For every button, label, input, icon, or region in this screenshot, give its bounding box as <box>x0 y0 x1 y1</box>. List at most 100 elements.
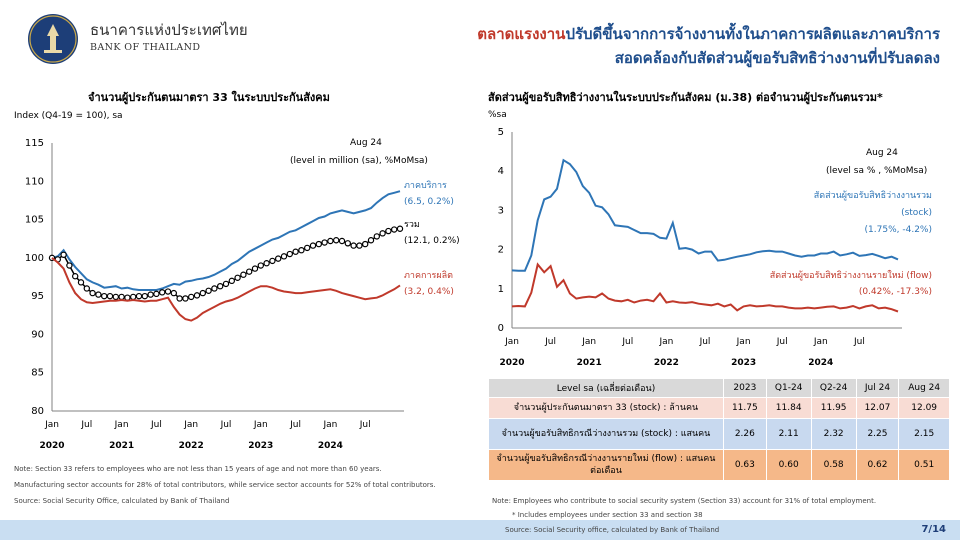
series-point <box>176 295 183 302</box>
series-point <box>118 293 125 301</box>
series-point <box>199 289 206 297</box>
series-point <box>350 242 357 249</box>
series-point <box>240 271 247 278</box>
series-point <box>344 240 351 247</box>
series-point <box>338 237 346 245</box>
x-tick-label: Jan <box>253 420 268 430</box>
left-annotation-date: Aug 24 <box>350 138 382 148</box>
x-year-label: 2023 <box>248 441 273 451</box>
series-point <box>379 230 386 237</box>
series-point <box>129 293 137 301</box>
series-point <box>362 240 369 248</box>
table-row: จำนวนผู้ขอรับสิทธิกรณีว่างงานรวม (stock)… <box>488 418 950 450</box>
table-header-cell: Level sa (เฉลี่ยต่อเดือน) <box>488 378 724 398</box>
series-point <box>211 285 218 292</box>
x-year-label: 2022 <box>179 441 204 451</box>
series-point <box>222 280 230 288</box>
x-year-label: 2024 <box>808 358 833 368</box>
series-point <box>77 279 85 286</box>
x-tick-label: Jan <box>581 337 596 347</box>
series-line-0 <box>51 190 401 291</box>
page-number: 7/14 <box>921 524 946 535</box>
right-chart: 0 1 2 3 4 5 Jan 2020 Jul Jan 2021 Jul Jan 2022 Jul Jan 2… <box>498 127 932 368</box>
y-tick-label: 1 <box>498 284 504 295</box>
x-tick-label: Jan <box>322 420 337 430</box>
series-point <box>367 237 375 244</box>
x-year-label: 2021 <box>109 441 134 451</box>
table-row-label: จำนวนผู้ขอรับสิทธิกรณีว่างงานรายใหม่ (fl… <box>488 449 724 481</box>
series-point <box>100 292 108 300</box>
series-point <box>385 227 392 235</box>
series-point <box>164 288 172 295</box>
series-point <box>396 225 404 232</box>
series-point <box>391 226 398 233</box>
x-year-label: 2020 <box>499 358 524 368</box>
series-label: (3.2, 0.4%) <box>404 287 454 297</box>
x-tick-label: Jan <box>183 420 198 430</box>
table-row-label: จำนวนผู้ขอรับสิทธิกรณีว่างงานรวม (stock)… <box>488 418 724 450</box>
x-tick-label: Jan <box>504 337 519 347</box>
y-tick-label: 115 <box>25 138 44 149</box>
right-annotation-date: Aug 24 <box>866 148 898 158</box>
series-point <box>71 273 79 280</box>
series-point <box>216 282 224 290</box>
bank-name-thai: ธนาคารแห่งประเทศไทย <box>90 21 248 39</box>
table-cell: 11.95 <box>810 397 857 419</box>
y-tick-label: 95 <box>31 291 44 302</box>
series-point <box>373 233 380 240</box>
table-cell: 2.26 <box>723 418 767 450</box>
series-point <box>187 293 195 301</box>
x-tick-label: Jan <box>736 337 751 347</box>
series-label: สัดส่วนผู้ขอรับสิทธิว่างงานรายใหม่ (flow… <box>770 270 932 281</box>
page-headline: ตลาดแรงงานปรับดีขึ้นจากการจ้างงานทั้งในภ… <box>380 22 940 70</box>
left-chart: 80 85 90 95 100 105 110 115 Jan 2020 Jul Jan 2021 Jul… <box>25 138 460 451</box>
series-point <box>66 262 73 269</box>
bank-name-english: BANK OF THAILAND <box>90 42 201 53</box>
series-point <box>83 285 91 292</box>
bank-logo-icon <box>28 14 78 64</box>
x-tick-label: Jul <box>853 337 865 347</box>
table-header-cell: Q2-24 <box>810 378 857 398</box>
table-header-cell: Aug 24 <box>898 378 950 398</box>
series-label: ภาคบริการ <box>404 180 447 191</box>
footer-bar <box>0 520 960 540</box>
left-source: Source: Social Security Office, calculat… <box>14 497 230 505</box>
series-point <box>170 289 177 297</box>
x-tick-label: Jul <box>776 337 788 347</box>
x-tick-label: Jan <box>658 337 673 347</box>
series-label: (6.5, 0.2%) <box>404 197 454 207</box>
table-cell: 2.25 <box>855 418 900 450</box>
table-cell: 0.63 <box>723 449 767 481</box>
series-label: (0.42%, -17.3%) <box>859 287 932 297</box>
table-cell: 2.15 <box>898 418 950 450</box>
table-row: จำนวนผู้ขอรับสิทธิกรณีว่างงานรายใหม่ (fl… <box>488 449 950 481</box>
series-point <box>298 246 305 254</box>
table-cell: 12.09 <box>898 397 950 419</box>
series-line-0 <box>511 158 899 272</box>
series-point <box>182 295 189 302</box>
table-cell: 11.75 <box>723 397 767 419</box>
x-tick-label: Jan <box>114 420 129 430</box>
y-tick-label: 2 <box>498 245 504 256</box>
series-point <box>286 250 293 258</box>
series-point <box>205 287 212 294</box>
x-tick-label: Jul <box>289 420 301 430</box>
headline-rest: ปรับดีขึ้นจากการจ้างงานทั้งในภาคการผลิตแ… <box>565 25 940 43</box>
left-note-1: Note: Section 33 refers to employees who… <box>14 465 382 473</box>
table-header-row: Level sa (เฉลี่ยต่อเดือน) 2023 Q1-24 Q2-… <box>488 378 950 398</box>
series-point <box>147 291 154 298</box>
series-point <box>112 293 120 301</box>
series-point <box>60 251 67 258</box>
y-tick-label: 110 <box>25 176 44 187</box>
table-row: จำนวนผู้ประกันตนมาตรา 33 (stock) : ล้านค… <box>488 397 950 419</box>
series-point <box>257 262 264 269</box>
series-point <box>251 265 259 272</box>
y-tick-label: 80 <box>31 406 44 417</box>
table-header-cell: Q1-24 <box>765 378 812 398</box>
y-tick-label: 5 <box>498 127 504 138</box>
series-point <box>158 289 166 296</box>
series-point <box>89 289 96 297</box>
y-tick-label: 0 <box>498 323 504 334</box>
series-line-2 <box>51 257 401 322</box>
x-tick-label: Jan <box>44 420 59 430</box>
